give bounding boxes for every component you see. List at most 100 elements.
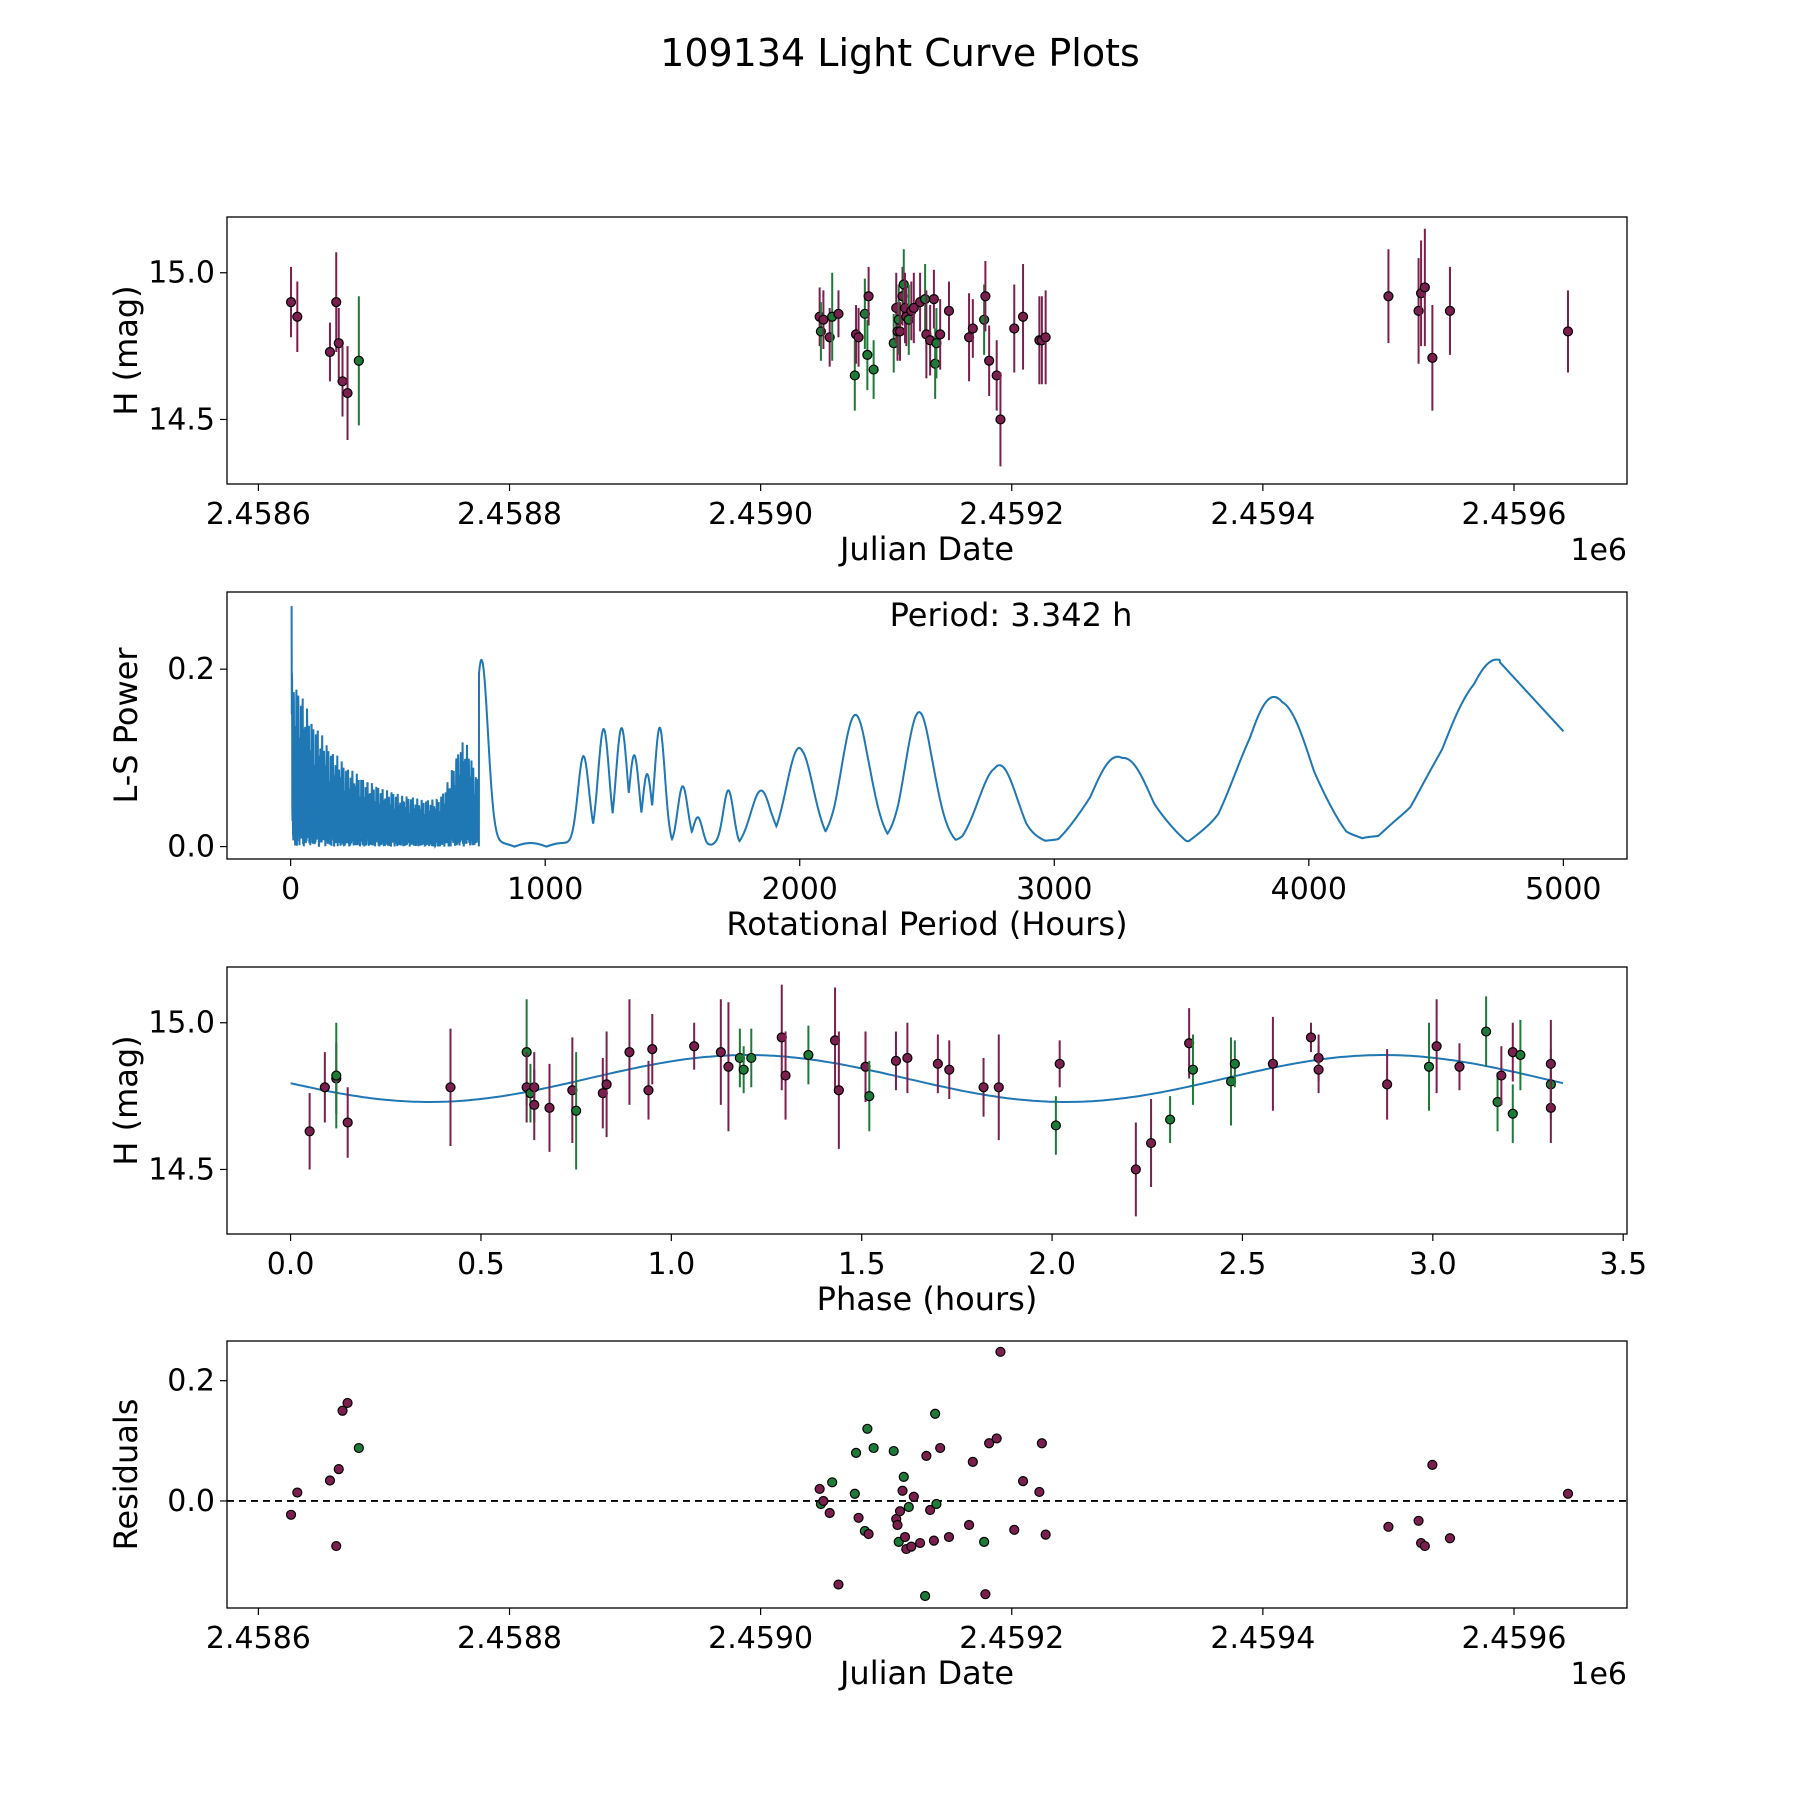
x-axis-label: Phase (hours) bbox=[817, 1280, 1038, 1318]
tick-group: 0 1000 2000 3000 4000 5000 0.0 0.2 bbox=[167, 652, 1601, 907]
data-point bbox=[1431, 1041, 1442, 1052]
x-tick-label: 1000 bbox=[507, 872, 583, 907]
data-point bbox=[979, 314, 990, 325]
data-point bbox=[1383, 1521, 1394, 1532]
data-point bbox=[995, 414, 1006, 425]
x-tick-label: 2.4586 bbox=[206, 1621, 311, 1656]
data-point bbox=[943, 305, 955, 316]
data-point bbox=[1034, 1486, 1045, 1498]
data-point bbox=[324, 1475, 336, 1486]
y-axis-label: Residuals bbox=[107, 1399, 145, 1551]
data-point bbox=[863, 291, 874, 302]
data-point bbox=[980, 1589, 991, 1600]
data-point bbox=[1040, 1529, 1051, 1540]
data-point bbox=[689, 1041, 700, 1052]
data-points bbox=[304, 984, 1556, 1217]
data-point bbox=[944, 1064, 955, 1075]
x-tick-label: 2.4594 bbox=[1210, 1621, 1315, 1656]
data-point bbox=[1419, 1540, 1430, 1552]
data-point bbox=[906, 1541, 917, 1552]
data-point bbox=[818, 1495, 829, 1507]
data-point bbox=[894, 326, 906, 337]
x-tick-label: 2.4590 bbox=[708, 497, 813, 532]
data-point bbox=[1036, 1438, 1047, 1449]
data-point bbox=[1545, 1058, 1556, 1069]
x-tick-label: 1.5 bbox=[838, 1247, 886, 1282]
data-point bbox=[1496, 1070, 1507, 1081]
x-tick-label: 0 bbox=[281, 872, 300, 907]
data-point bbox=[833, 308, 844, 319]
model-curve bbox=[290, 1054, 1564, 1103]
x-tick-label: 0.0 bbox=[267, 1247, 315, 1282]
plot-frame bbox=[226, 591, 1628, 860]
x-tick-label: 2.4594 bbox=[1210, 497, 1315, 532]
data-point bbox=[1444, 1533, 1456, 1544]
data-point bbox=[980, 291, 991, 302]
plot-frame bbox=[226, 966, 1628, 1235]
plot-frame bbox=[226, 216, 1628, 485]
data-point bbox=[1130, 1164, 1141, 1175]
x-axis-label: Julian Date bbox=[838, 530, 1014, 568]
data-point bbox=[1305, 1032, 1317, 1043]
data-points bbox=[285, 1346, 1574, 1602]
x-tick-label: 2.4590 bbox=[708, 1621, 813, 1656]
x-tick-label: 3000 bbox=[1016, 872, 1092, 907]
data-point bbox=[898, 1471, 909, 1483]
data-point bbox=[292, 311, 303, 322]
data-point bbox=[963, 1519, 975, 1531]
data-point bbox=[342, 387, 353, 399]
data-point bbox=[814, 1483, 825, 1495]
data-point bbox=[1413, 1515, 1424, 1526]
data-point bbox=[943, 1531, 955, 1543]
data-point bbox=[967, 323, 978, 334]
data-point bbox=[824, 1507, 835, 1519]
data-point bbox=[928, 1535, 940, 1546]
data-point bbox=[780, 1070, 791, 1081]
data-point bbox=[1382, 1079, 1393, 1090]
data-point bbox=[1017, 1476, 1029, 1487]
data-point bbox=[978, 1082, 989, 1093]
data-point bbox=[930, 1408, 941, 1419]
plot-frame bbox=[226, 1340, 1628, 1609]
data-point bbox=[850, 1447, 862, 1458]
y-tick-label: 15.0 bbox=[148, 256, 215, 291]
data-point bbox=[331, 296, 342, 308]
data-point bbox=[849, 1488, 860, 1499]
figure-title: 109134 Light Curve Plots bbox=[660, 31, 1140, 75]
x-offset-label: 1e6 bbox=[1570, 533, 1627, 568]
period-annotation: Period: 3.342 h bbox=[890, 596, 1133, 634]
data-point bbox=[979, 1536, 990, 1547]
y-tick-label: 0.2 bbox=[167, 1364, 215, 1399]
data-point bbox=[1562, 326, 1574, 337]
data-point bbox=[1481, 1026, 1492, 1037]
data-point bbox=[908, 1491, 919, 1502]
data-point bbox=[932, 1058, 943, 1069]
data-point bbox=[723, 1061, 734, 1072]
data-point bbox=[903, 1501, 914, 1513]
data-point bbox=[1165, 1114, 1176, 1125]
data-point bbox=[353, 1442, 364, 1454]
data-point bbox=[304, 1126, 315, 1137]
data-point bbox=[908, 302, 919, 314]
data-point bbox=[1419, 282, 1430, 293]
x-tick-label: 0.5 bbox=[457, 1247, 505, 1282]
x-tick-label: 3.5 bbox=[1599, 1247, 1647, 1282]
data-point bbox=[285, 1509, 297, 1520]
data-point bbox=[1145, 1137, 1157, 1149]
residuals-panel: 2.4586 2.4588 2.4590 2.4592 2.4594 2.4596 0.0 0… bbox=[107, 1340, 1628, 1692]
x-axis-label: Rotational Period (Hours) bbox=[726, 905, 1127, 943]
x-tick-label: 2.4588 bbox=[457, 1621, 562, 1656]
data-point bbox=[715, 1046, 726, 1058]
x-tick-label: 2.0 bbox=[1028, 1247, 1076, 1282]
data-point bbox=[935, 329, 946, 340]
data-point bbox=[331, 1070, 342, 1081]
data-point bbox=[833, 1085, 844, 1096]
data-point bbox=[1444, 305, 1456, 316]
data-point bbox=[624, 1046, 635, 1058]
y-axis-label: L-S Power bbox=[107, 647, 145, 804]
data-point bbox=[1009, 1524, 1020, 1535]
data-point bbox=[931, 1498, 942, 1510]
x-tick-label: 2.4596 bbox=[1462, 1621, 1567, 1656]
data-point bbox=[995, 1346, 1006, 1357]
x-tick-label: 1.0 bbox=[647, 1247, 695, 1282]
